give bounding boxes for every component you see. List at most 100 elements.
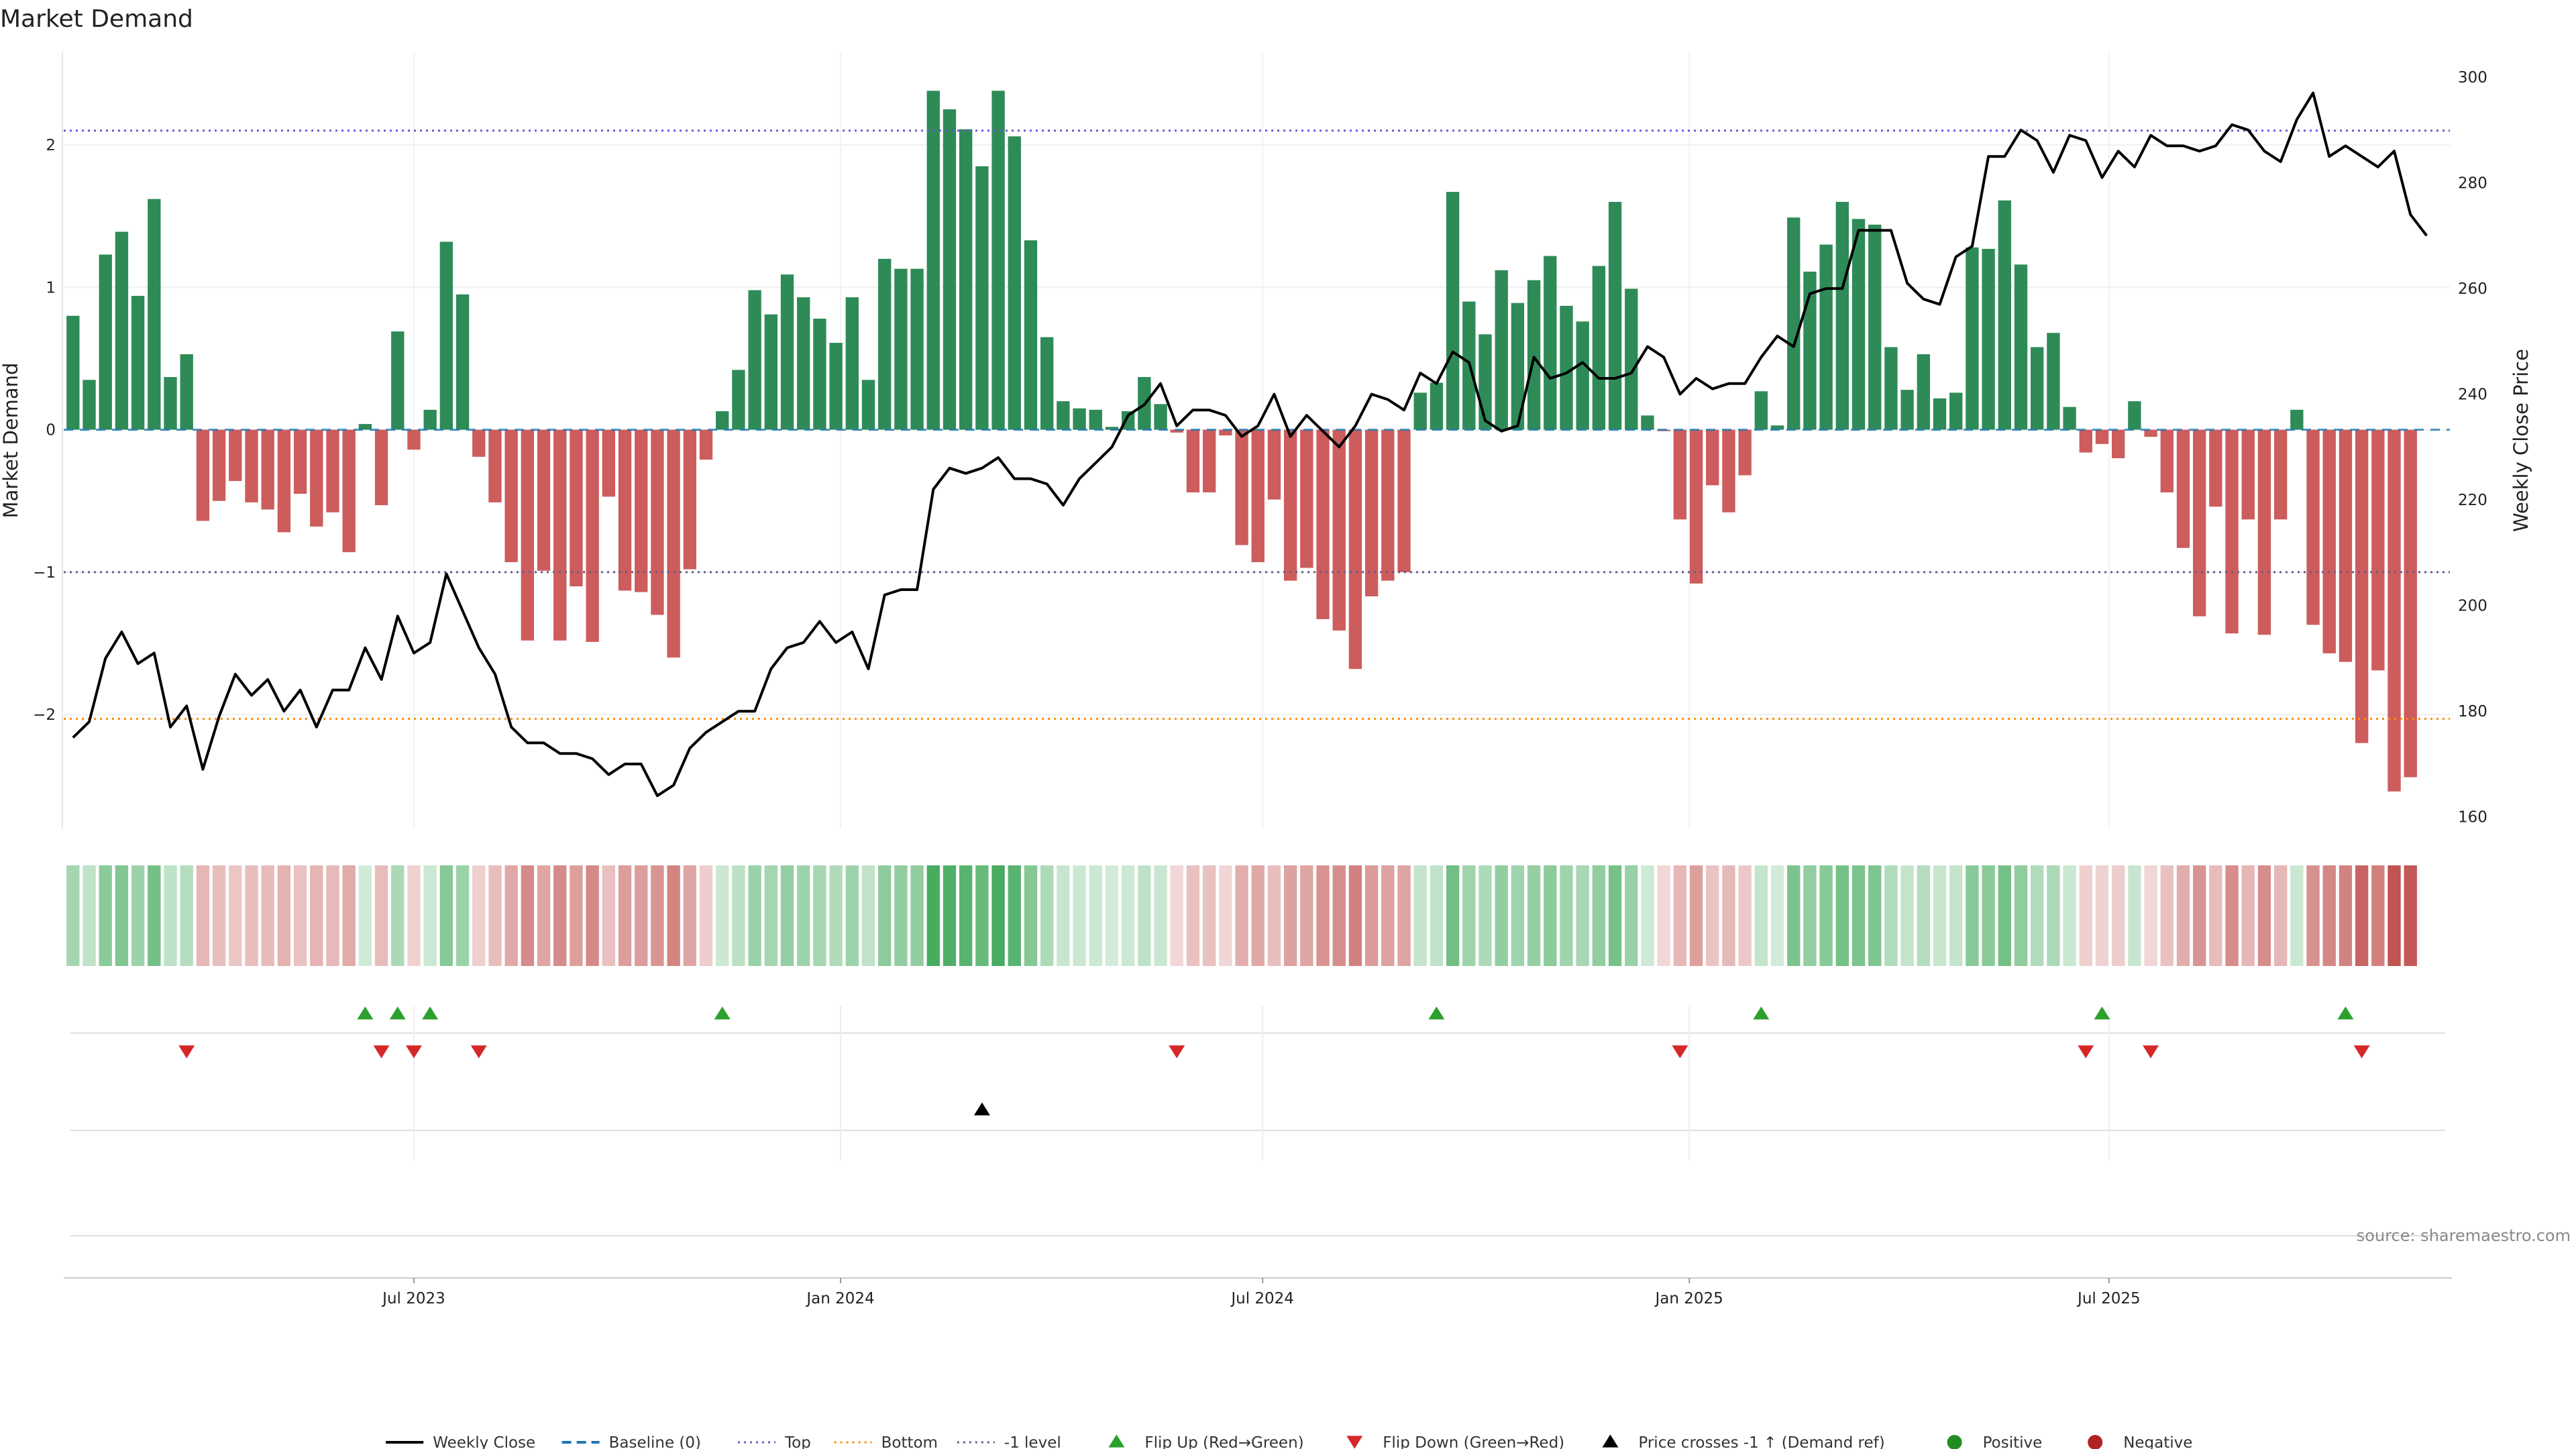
strength-cell [1089,865,1102,966]
strength-cell [813,865,826,966]
flip-up-marker [357,1006,374,1020]
demand-bar [699,429,713,460]
strength-cell [229,865,242,966]
demand-bar [1722,429,1735,513]
strength-cell [2192,865,2206,966]
legend-label: Flip Up (Red→Green) [1144,1434,1303,1449]
strength-cell [1787,865,1801,966]
demand-bar [2014,264,2028,430]
strength-cell [358,865,372,966]
strength-cell [1917,865,1930,966]
legend-item: -1 level [957,1434,1061,1449]
strength-cell [764,865,777,966]
demand-bar [180,354,193,430]
strength-cell [1040,865,1054,966]
demand-bar [1608,201,1622,430]
strength-cell [1381,865,1395,966]
strength-cell [212,865,226,966]
strength-cell [277,865,291,966]
demand-bar [439,241,453,430]
legend-item: Flip Down (Green→Red) [1346,1434,1564,1449]
strength-cell [570,865,583,966]
flip-down-marker [2353,1045,2370,1059]
demand-bar [2209,429,2222,507]
legend-swatch-triangle-up [1602,1434,1619,1448]
strength-cell [1900,865,1914,966]
strength-cell [2241,865,2255,966]
strength-cell [1267,865,1281,966]
y2-tick-label: 220 [2458,492,2487,509]
strength-cell [2306,865,2320,966]
demand-bar [2112,429,2125,459]
strength-cell [878,865,892,966]
demand-bar [1625,288,1638,430]
demand-bar [2063,407,2076,430]
demand-bar [1057,401,1070,430]
strength-cell [1430,865,1444,966]
strength-cell [455,865,470,966]
price-cross-marker [973,1102,990,1116]
demand-bar [99,254,112,430]
strength-cell [1235,865,1248,966]
strength-cell [1560,865,1573,966]
strength-cell [1202,865,1216,966]
demand-bar [1024,240,1038,430]
strength-cell [845,865,859,966]
legend-label: -1 level [1004,1434,1061,1449]
strength-cell [1641,865,1654,966]
strength-cell [1413,865,1427,966]
strength-cell [423,865,437,966]
legend-label: Flip Down (Green→Red) [1383,1434,1564,1449]
demand-bar [196,429,210,521]
demand-bar [164,377,177,430]
demand-strength-strip [66,865,2417,966]
strength-cell [1592,865,1606,966]
demand-bar [245,429,258,502]
demand-bar [2290,409,2304,430]
y2-tick-label: 280 [2458,175,2487,193]
demand-bar [732,370,745,430]
strength-cell [245,865,258,966]
strength-cell [2014,865,2028,966]
strength-cell [2273,865,2288,966]
strength-cell [1121,865,1135,966]
demand-bar [423,409,437,430]
demand-bar [2355,429,2369,743]
demand-bar [1706,429,1719,486]
strength-cell [2257,865,2271,966]
demand-bar [1316,429,1330,619]
demand-bar [2387,429,2401,792]
demand-bar [2225,429,2239,634]
strength-cell [1673,865,1687,966]
demand-bar [1900,390,1914,430]
y2-tick-label: 260 [2458,280,2487,298]
strength-cell [407,865,421,966]
strength-cell [2339,865,2353,966]
strength-cell [342,865,356,966]
strength-cell [1316,865,1330,966]
strength-cell [1998,865,2011,966]
y-tick-label: 2 [46,137,56,154]
y-tick-label: 1 [46,279,56,297]
strength-cell [2176,865,2190,966]
demand-bar [829,343,843,430]
strength-cell [1949,865,1963,966]
y-tick-label: −2 [33,706,56,724]
demand-bar [813,318,826,430]
legend-item: Flip Up (Red→Green) [1108,1434,1304,1449]
strength-cell [602,865,616,966]
strength-cell [1544,865,1557,966]
strength-cell [2112,865,2125,966]
chart-title: Market Demand [0,5,193,33]
demand-bar [115,231,129,430]
demand-bar [148,199,161,430]
strength-cell [1819,865,1833,966]
demand-bar [1219,429,1232,436]
strength-cell [196,865,210,966]
demand-bar [358,424,372,430]
strength-cell [1462,865,1476,966]
strength-cell [1154,865,1167,966]
strength-cell [2209,865,2222,966]
demand-bar [229,429,242,482]
legend-swatch-circle [2088,1435,2103,1449]
